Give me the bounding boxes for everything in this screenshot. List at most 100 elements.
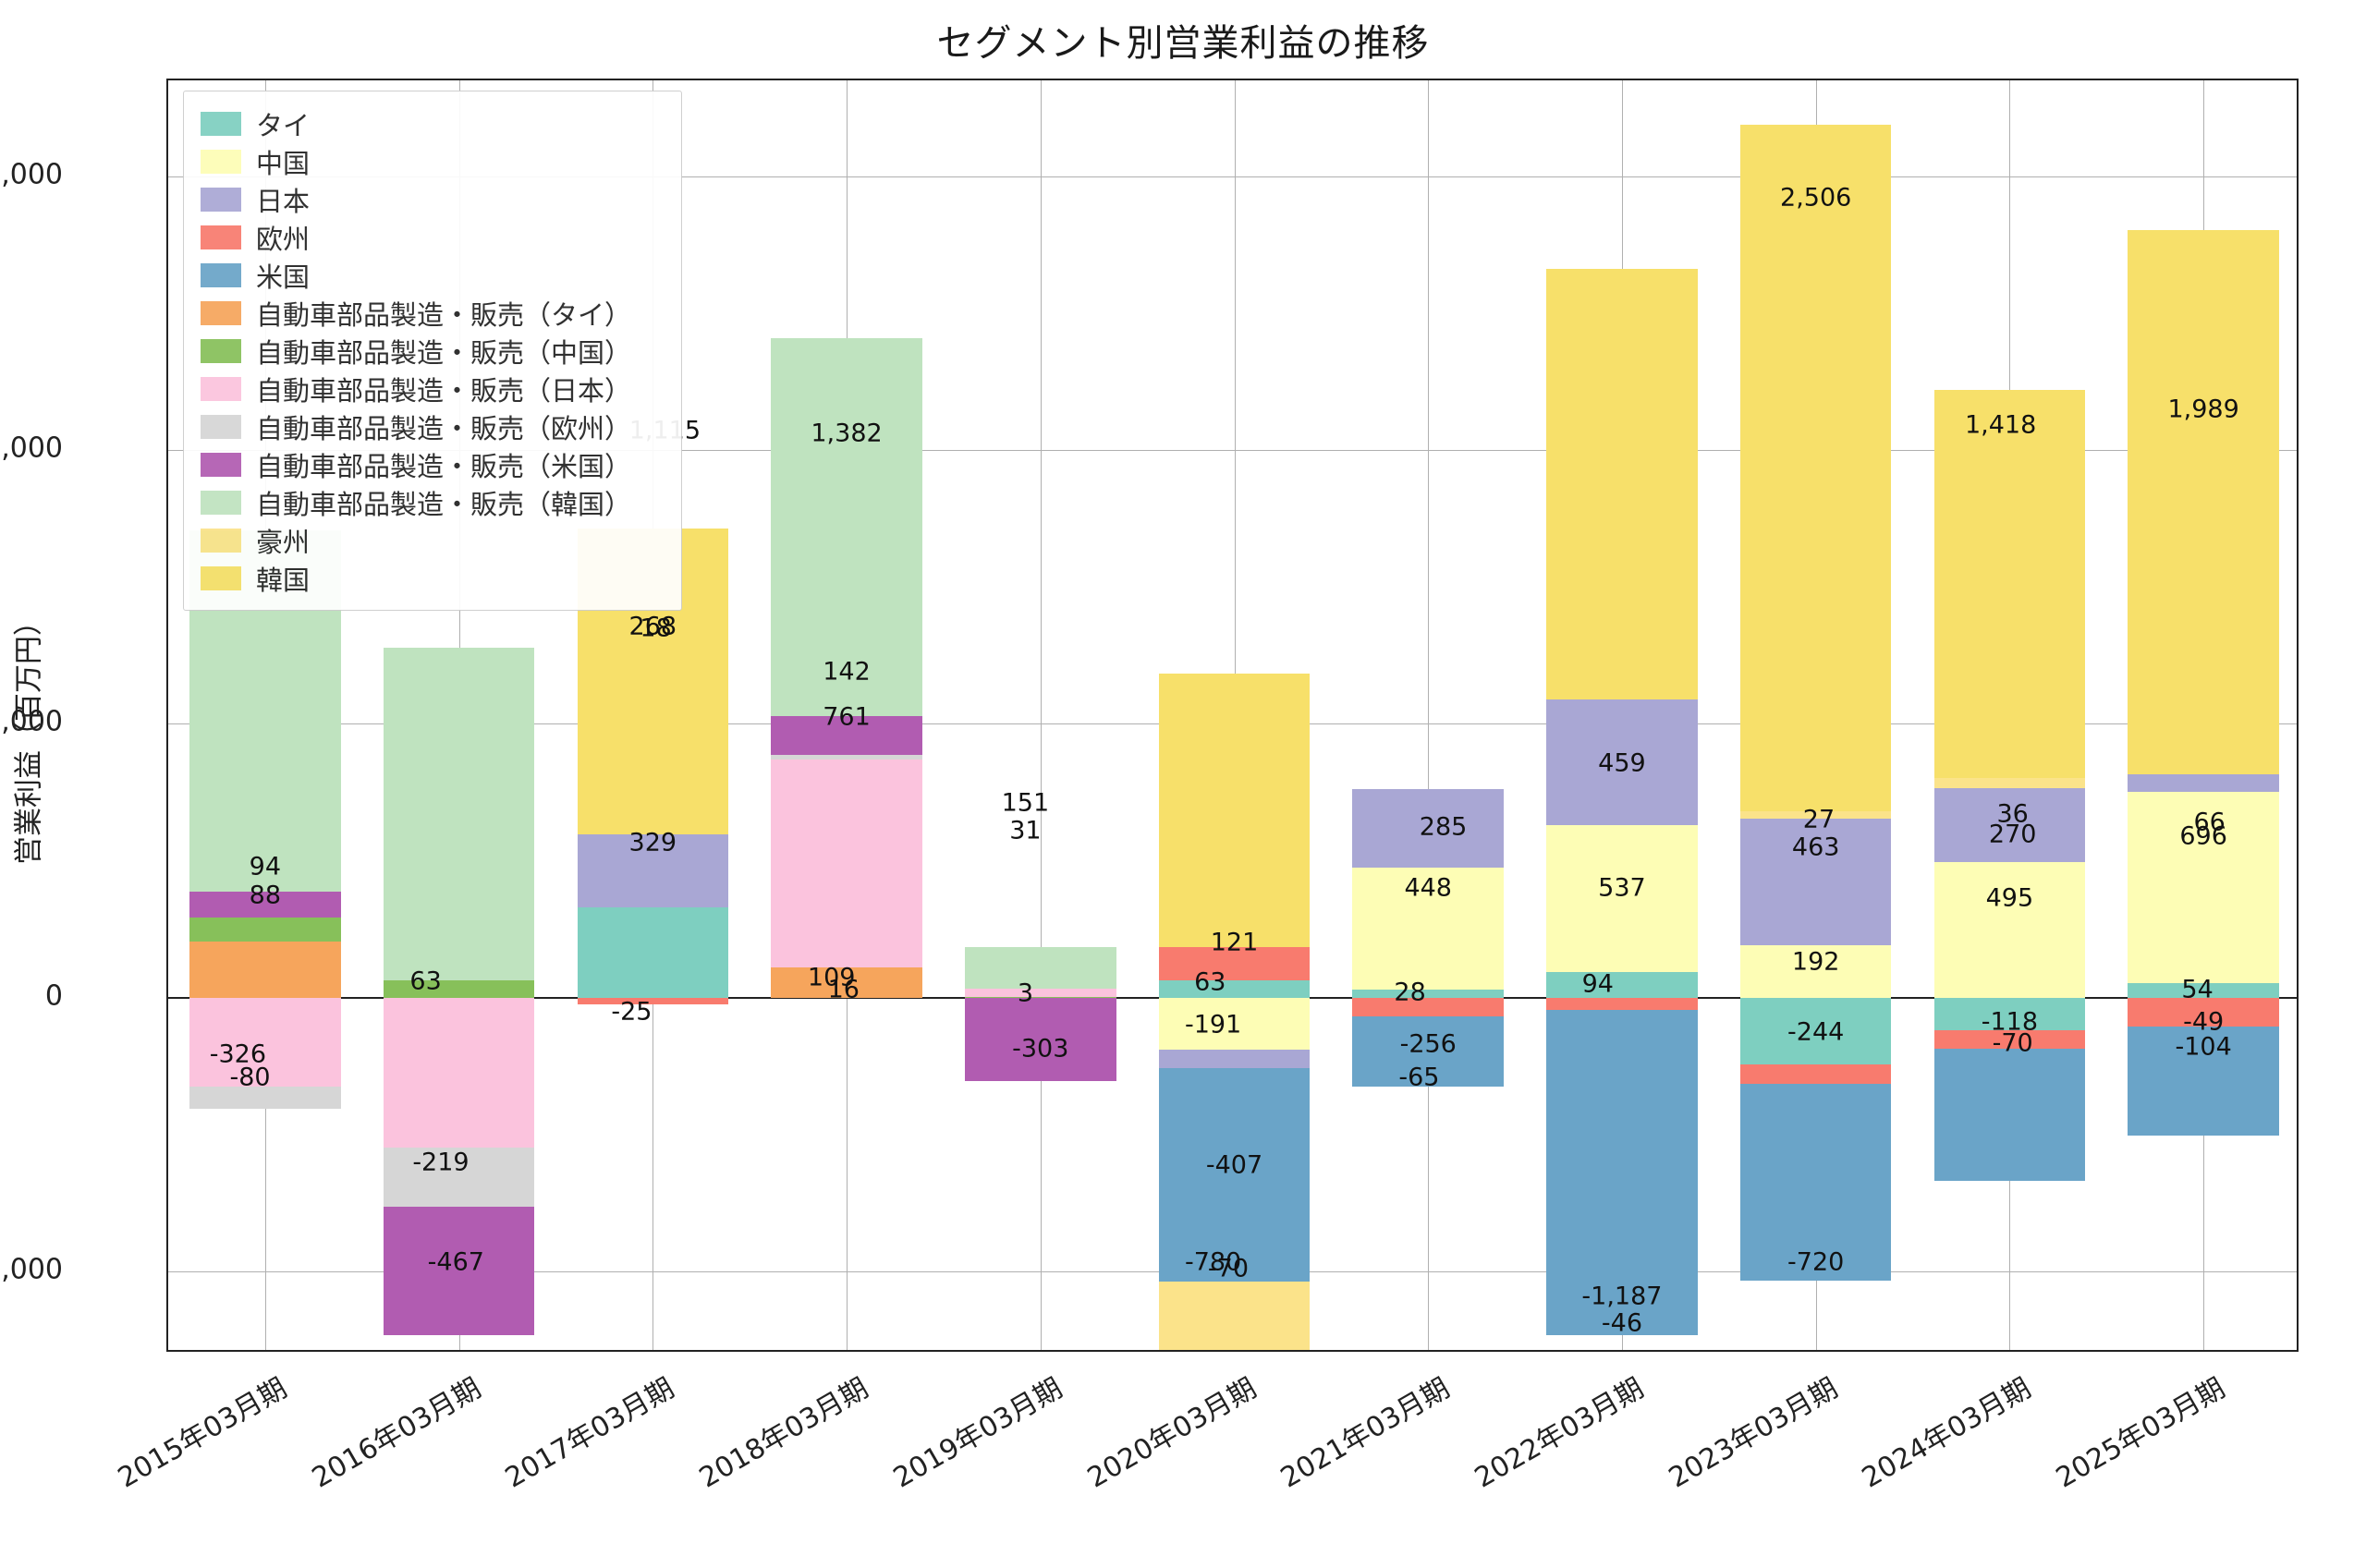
legend-item[interactable]: 中国	[201, 142, 665, 180]
bar-segment	[1158, 997, 1311, 1051]
x-axis-tick-label: 2018年03月期	[693, 1371, 874, 1495]
bar-segment	[1739, 944, 1892, 998]
bar-segment	[189, 1087, 341, 1110]
bar-segment	[1352, 867, 1504, 991]
legend-swatch	[201, 338, 241, 363]
legend-swatch	[201, 187, 241, 212]
legend-item[interactable]: 自動車部品製造・販売（日本）	[201, 370, 665, 407]
bar-segment	[383, 997, 535, 1148]
x-axis-tick-label: 2019年03月期	[887, 1371, 1068, 1495]
legend-item[interactable]: 欧州	[201, 218, 665, 256]
bar-segment	[1739, 125, 1892, 811]
bar-segment	[1546, 268, 1698, 699]
bar-segment	[771, 716, 922, 756]
x-axis-tick-label: 2016年03月期	[306, 1371, 487, 1495]
bar-segment	[383, 647, 535, 981]
bar-segment	[1158, 1067, 1311, 1282]
bar-segment	[1158, 947, 1311, 981]
y-axis-tick-label: 0	[44, 979, 63, 1013]
bar-segment	[189, 892, 341, 918]
legend-item[interactable]: タイ	[201, 104, 665, 142]
bar-segment	[1546, 824, 1698, 972]
bar-segment	[1546, 997, 1698, 1011]
bar-segment	[964, 988, 1116, 997]
legend-item-label: 自動車部品製造・販売（米国）	[256, 450, 632, 482]
y-axis-tick-label: 1,000	[0, 705, 63, 738]
x-axis-tick-label: 2023年03月期	[1663, 1371, 1844, 1495]
legend-swatch	[201, 111, 241, 136]
legend-item-label: 日本	[256, 185, 311, 217]
bar-segment	[964, 996, 1116, 998]
legend-item[interactable]: 米国	[201, 256, 665, 294]
bar-segment	[2128, 229, 2279, 774]
bar-segment	[1933, 1049, 2086, 1182]
bar-segment	[771, 967, 922, 998]
bar-segment	[189, 997, 341, 1088]
legend-swatch	[201, 300, 241, 325]
legend-swatch	[201, 414, 241, 439]
bar-segment	[1739, 997, 1892, 1065]
bar-segment	[1933, 1029, 2086, 1050]
gridline-horizontal	[168, 450, 2297, 452]
legend-item[interactable]: 自動車部品製造・販売（米国）	[201, 445, 665, 483]
x-axis-tick-label: 2022年03月期	[1469, 1371, 1650, 1495]
gridline-horizontal	[168, 176, 2297, 177]
legend-swatch	[201, 452, 241, 477]
legend-item-label: 欧州	[256, 223, 311, 255]
bar-segment	[1739, 810, 1892, 819]
legend-item[interactable]: 日本	[201, 180, 665, 218]
x-axis-tick-label: 2015年03月期	[112, 1371, 293, 1495]
legend-item-label: 豪州	[256, 526, 311, 558]
y-axis-tick-label: 2,000	[0, 432, 63, 465]
bar-segment	[964, 946, 1116, 989]
legend-item[interactable]: 自動車部品製造・販売（中国）	[201, 332, 665, 370]
legend-item[interactable]: 自動車部品製造・販売（韓国）	[201, 483, 665, 521]
bar-segment	[1739, 818, 1892, 945]
x-axis-tick-label: 2024年03月期	[1857, 1371, 2037, 1495]
legend-item[interactable]: 豪州	[201, 521, 665, 559]
legend-item[interactable]: 自動車部品製造・販売（タイ）	[201, 294, 665, 332]
legend-item-label: 米国	[256, 261, 311, 293]
bar-segment	[2128, 1026, 2279, 1136]
legend-item-label: 自動車部品製造・販売（タイ）	[256, 298, 632, 331]
y-axis-tick-label: 3,000	[0, 158, 63, 191]
bar-segment	[1933, 997, 2086, 1030]
legend-item[interactable]: 韓国	[201, 559, 665, 597]
bar-segment	[189, 942, 341, 998]
gridline-vertical	[1428, 80, 1430, 1350]
legend-item-label: 自動車部品製造・販売（日本）	[256, 374, 632, 407]
bar-segment	[1933, 862, 2086, 998]
bar-segment	[1546, 699, 1698, 825]
bar-segment	[383, 1147, 535, 1208]
bar-segment	[1739, 1083, 1892, 1282]
legend-item[interactable]: 自動車部品製造・販売（欧州）	[201, 407, 665, 445]
bar-segment	[189, 917, 341, 942]
bar-segment	[1158, 1050, 1311, 1068]
legend-item-label: 韓国	[256, 564, 311, 596]
bar-segment	[1546, 1010, 1698, 1336]
bar-segment	[2128, 982, 2279, 998]
bar-segment	[577, 997, 729, 1005]
bar-value-label: 31	[1009, 816, 1042, 845]
y-axis-tick-label: -1,000	[0, 1253, 63, 1286]
bar-segment	[577, 907, 729, 998]
bar-segment	[1352, 1016, 1504, 1088]
legend-swatch	[201, 565, 241, 590]
legend-swatch	[201, 149, 241, 174]
bar-segment	[1933, 390, 2086, 779]
bar-segment	[1739, 1064, 1892, 1084]
bar-segment	[1546, 971, 1698, 998]
bar-segment	[1158, 1281, 1311, 1350]
bar-segment	[2128, 997, 2279, 1027]
bar-segment	[771, 337, 922, 717]
bar-segment	[1158, 673, 1311, 948]
bar-segment	[577, 833, 729, 908]
legend-swatch	[201, 225, 241, 249]
bar-segment	[1933, 778, 2086, 789]
bar-segment	[383, 1207, 535, 1335]
legend-swatch	[201, 490, 241, 515]
bar-segment	[1352, 789, 1504, 868]
bar-value-label: 151	[1001, 788, 1050, 818]
legend-swatch	[201, 376, 241, 401]
